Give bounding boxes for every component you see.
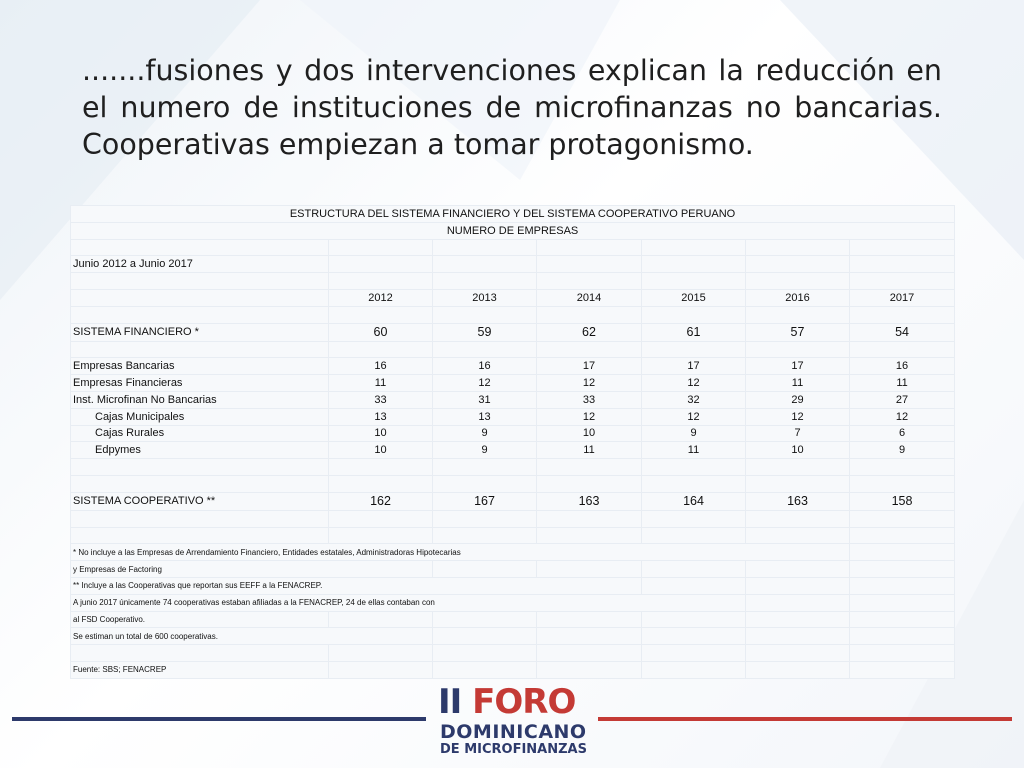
table-row: SISTEMA FINANCIERO * 60 59 62 61 57 54 [70,322,956,342]
cell-value: 62 [536,322,642,342]
cell-value: 33 [536,390,642,409]
cell-value: 29 [745,390,850,409]
table-row: SISTEMA COOPERATIVO ** 162 167 163 164 1… [70,491,956,511]
cell-value: 9 [432,424,537,443]
table-row: Cajas Rurales 10 9 10 9 7 6 [70,424,956,443]
cell-value: 12 [641,374,746,392]
row-label: Inst. Microfinan No Bancarias [70,390,329,409]
table-subheading: NUMERO DE EMPRESAS [69,221,956,240]
year-header: 2016 [745,288,850,307]
cell-value: 163 [745,491,850,511]
cell-value: 167 [432,491,537,511]
footnote: * No incluye a las Empresas de Arrendami… [70,543,850,562]
footnote: y Empresas de Factoring [70,560,433,578]
cell-value: 16 [328,357,433,376]
table-row: Empresas Financieras 11 12 12 12 11 11 [70,374,956,392]
cell-value: 158 [848,491,956,511]
cell-value: 16 [432,357,537,376]
right-rule [598,717,1012,721]
cell-value: 11 [328,374,433,392]
logo-foro: FORO [472,682,576,722]
logo-line3: DE MICROFINANZAS [440,742,587,757]
cell-value: 9 [848,441,956,460]
cell-value: 10 [745,441,850,460]
table-row: Edpymes 10 9 11 11 10 9 [70,441,956,460]
cell-value: 12 [536,374,642,392]
cell-value: 60 [328,322,433,342]
cell-value: 27 [848,390,956,409]
table-heading: ESTRUCTURA DEL SISTEMA FINANCIERO Y DEL … [69,205,956,223]
cell-value: 17 [745,357,850,376]
year-header: 2014 [536,288,642,307]
row-label: Edpymes [70,441,329,460]
cell-value: 57 [745,322,850,342]
cell-value: 59 [432,322,537,342]
year-header-row: 2012 2013 2014 2015 2016 2017 [70,288,956,307]
cell-value: 32 [641,390,746,409]
cell-value: 11 [536,441,642,460]
row-label: Cajas Rurales [70,424,329,443]
left-rule [12,717,426,721]
table-row: Inst. Microfinan No Bancarias 33 31 33 3… [70,390,956,409]
row-label: Cajas Municipales [70,407,329,426]
period-label: Junio 2012 a Junio 2017 [70,255,329,274]
slide-title: .......fusiones y dos intervenciones exp… [82,54,942,161]
footnote: Se estiman un total de 600 cooperativas. [70,627,433,646]
cell-value: 17 [536,357,642,376]
cell-value: 33 [328,390,433,409]
source-note: Fuente: SBS; FENACREP [70,660,329,679]
footnote: al FSD Cooperativo. [70,610,329,629]
footnote: A junio 2017 únicamente 74 cooperativas … [70,593,746,612]
year-header: 2015 [641,288,746,307]
cell-value: 17 [641,357,746,376]
year-header: 2013 [432,288,537,307]
cell-value: 10 [536,424,642,443]
logo-roman-numeral: II [438,682,462,722]
cell-value: 6 [848,424,956,443]
logo-line1: II FORO [438,682,576,722]
cell-value: 13 [432,407,537,426]
cell-value: 11 [745,374,850,392]
cell-value: 12 [848,407,956,426]
cell-value: 11 [848,374,956,392]
cell-value: 10 [328,424,433,443]
cell-value: 7 [745,424,850,443]
cell-value: 11 [641,441,746,460]
cell-value: 164 [641,491,746,511]
cell-value: 9 [432,441,537,460]
footnote: ** Incluye a las Cooperativas que report… [70,576,642,595]
cell-value: 12 [745,407,850,426]
cell-value: 12 [641,407,746,426]
cell-value: 9 [641,424,746,443]
cell-value: 54 [848,322,956,342]
cell-value: 13 [328,407,433,426]
row-label: SISTEMA COOPERATIVO ** [70,491,329,511]
year-header: 2017 [848,288,956,307]
year-header: 2012 [328,288,433,307]
row-label: SISTEMA FINANCIERO * [70,322,329,342]
row-label: Empresas Financieras [70,374,329,392]
foro-logo: II FORO DOMINICANO DE MICROFINANZAS [438,684,588,764]
row-label: Empresas Bancarias [70,357,329,376]
cell-value: 162 [328,491,433,511]
cell-value: 12 [536,407,642,426]
table-row: Empresas Bancarias 16 16 17 17 17 16 [70,357,956,376]
cell-value: 10 [328,441,433,460]
logo-line2: DOMINICANO [440,721,587,743]
cell-value: 12 [432,374,537,392]
data-table: ESTRUCTURA DEL SISTEMA FINANCIERO Y DEL … [69,205,956,679]
table-row: Cajas Municipales 13 13 12 12 12 12 [70,407,956,426]
cell-value: 163 [536,491,642,511]
cell-value: 61 [641,322,746,342]
cell-value: 31 [432,390,537,409]
cell-value: 16 [848,357,956,376]
